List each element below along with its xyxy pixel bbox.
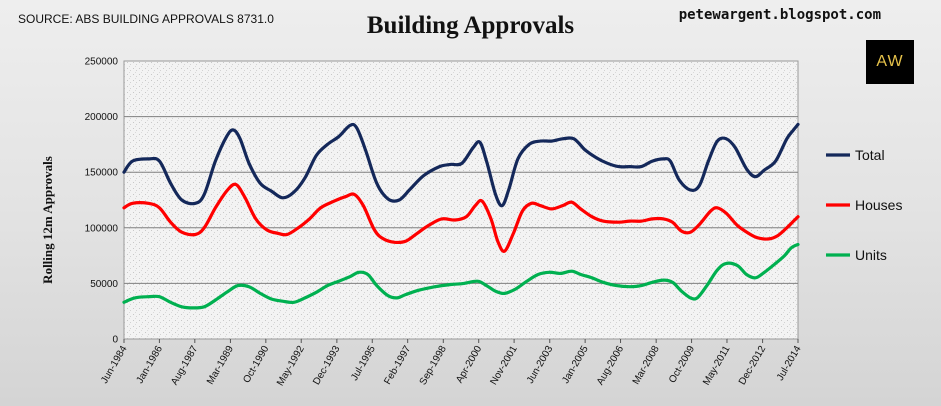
x-tick-label: Jan-2005 [560, 344, 591, 386]
x-tick-label: Mar-2008 [631, 344, 662, 387]
x-tick-label: Oct-2009 [667, 344, 697, 386]
aw-logo: AW [866, 40, 914, 84]
x-tick-label: Dec-1993 [311, 344, 342, 387]
x-tick-label: Jul-2014 [775, 344, 804, 383]
x-tick-label: Aug-2006 [595, 344, 626, 387]
source-note: SOURCE: ABS BUILDING APPROVALS 8731.0 [18, 12, 274, 26]
x-tick-label: Jan-1986 [135, 344, 166, 386]
x-tick-label: May-2011 [701, 344, 733, 388]
x-tick-label: Sep-1998 [418, 344, 449, 387]
y-tick-label: 150000 [85, 168, 119, 179]
y-tick-label: 50000 [90, 279, 118, 290]
x-tick-label: Apr-2000 [454, 344, 484, 386]
chart-title: Building Approvals [366, 12, 575, 39]
blog-url[interactable]: petewargent.blogspot.com [678, 7, 881, 23]
x-tick-label: Jul-1995 [349, 344, 378, 383]
series-line-units [122, 242, 800, 310]
x-tick-label: Feb-1997 [382, 344, 413, 387]
x-tick-label: May-1992 [275, 344, 307, 388]
y-tick-label: 200000 [85, 112, 119, 123]
series-line-total [122, 122, 800, 208]
x-tick-label: Dec-2012 [737, 344, 768, 387]
x-tick-label: Aug-1987 [169, 344, 200, 387]
x-tick-label: Oct-1990 [241, 344, 271, 386]
series-line-houses [122, 182, 800, 253]
x-tick-label: Jun-2003 [525, 344, 556, 386]
y-tick-label: 0 [112, 335, 118, 346]
y-tick-label: 100000 [85, 223, 119, 234]
legend-label-total: Total [855, 147, 885, 163]
x-tick-label: Jun-1984 [99, 344, 130, 386]
y-axis-label: Rolling 12m Approvals [40, 156, 55, 284]
legend-label-houses: Houses [855, 197, 902, 213]
legend-label-units: Units [855, 247, 887, 263]
y-tick-label: 250000 [85, 57, 119, 68]
x-tick-label: Mar-1989 [205, 344, 236, 387]
x-tick-label: Nov-2001 [488, 344, 519, 387]
